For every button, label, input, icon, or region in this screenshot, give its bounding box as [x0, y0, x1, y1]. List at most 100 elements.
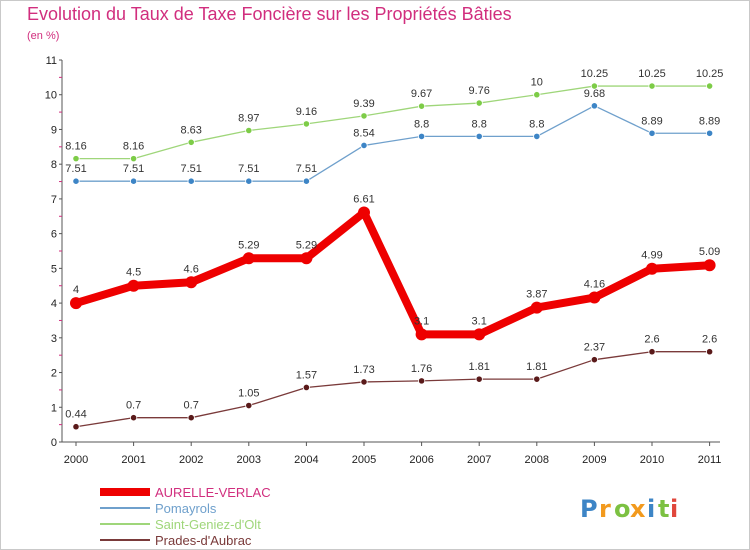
data-label: 8.16: [65, 141, 86, 153]
data-label: 0.44: [65, 409, 86, 421]
series-line-0: [72, 208, 714, 339]
data-point: [302, 120, 310, 128]
x-tick-label: 2003: [237, 454, 261, 466]
data-label: 8.16: [123, 141, 144, 153]
x-tick-label: 2009: [582, 454, 606, 466]
data-point: [130, 414, 138, 422]
y-tick-label: 6: [51, 229, 57, 241]
data-label: 4.5: [126, 267, 141, 279]
x-tick-label: 2007: [467, 454, 491, 466]
data-label: 4.16: [584, 279, 605, 291]
x-tick-label: 2006: [409, 454, 433, 466]
data-point: [533, 132, 541, 140]
data-point: [72, 423, 80, 431]
logo-letter: o: [614, 495, 631, 523]
logo-letter: i: [647, 495, 655, 523]
logo-letter: t: [658, 495, 669, 523]
data-point: [302, 383, 310, 392]
data-label: 1.76: [411, 363, 432, 375]
data-point: [185, 276, 198, 289]
data-point: [72, 155, 80, 163]
y-tick-label: 5: [51, 263, 57, 275]
data-point: [245, 401, 253, 410]
x-tick-label: 2008: [525, 454, 549, 466]
series-line-2: [75, 85, 711, 160]
data-point: [360, 378, 368, 386]
data-point: [187, 138, 195, 146]
data-point: [590, 102, 599, 110]
data-point: [417, 132, 426, 140]
data-label: 4.99: [641, 250, 662, 262]
x-tick-label: 2005: [352, 454, 376, 466]
data-label: 1.81: [526, 361, 547, 373]
series-line-1: [75, 105, 711, 182]
logo-letter: i: [670, 495, 678, 523]
data-label: 5.09: [699, 246, 720, 258]
data-label: 2.37: [584, 342, 605, 354]
data-label: 6.61: [353, 193, 374, 205]
data-point: [415, 328, 428, 341]
data-label: 8.8: [472, 118, 487, 130]
legend-label: AURELLE-VERLAC: [155, 485, 271, 500]
y-tick-label: 11: [46, 55, 57, 67]
data-label: 1.81: [468, 361, 489, 373]
y-tick-label: 10: [45, 90, 57, 102]
data-point: [533, 91, 541, 99]
logo-letter: P: [580, 495, 598, 523]
data-label: 10: [531, 77, 543, 89]
x-tick-label: 2004: [294, 454, 318, 466]
data-point: [646, 262, 658, 275]
data-point: [242, 252, 255, 265]
data-label: 3.87: [526, 289, 547, 301]
data-label: 4.6: [184, 263, 199, 275]
data-label: 8.63: [180, 124, 201, 136]
data-point: [648, 348, 656, 356]
data-label: 1.57: [296, 369, 317, 381]
legend-label: Prades-d'Aubrac: [155, 533, 252, 548]
data-point: [473, 328, 486, 341]
data-label: 7.51: [238, 163, 259, 175]
data-label: 8.97: [238, 112, 259, 124]
legend-label: Pomayrols: [155, 501, 217, 516]
data-point: [127, 279, 140, 292]
data-label: 8.8: [529, 118, 544, 130]
data-point: [72, 177, 80, 185]
data-label: 7.51: [296, 163, 317, 175]
data-point: [245, 177, 253, 185]
data-point: [475, 132, 483, 140]
data-label: 10.25: [638, 68, 666, 80]
legend-label: Saint-Geniez-d'Olt: [155, 517, 261, 532]
data-point: [187, 414, 195, 422]
data-label: 4: [73, 284, 79, 296]
data-label: 9.16: [296, 106, 317, 118]
data-label: 2.6: [644, 334, 659, 346]
data-point: [187, 177, 195, 185]
data-point: [705, 129, 714, 137]
data-point: [475, 99, 483, 107]
data-label: 8.8: [414, 118, 429, 130]
data-label: 7.51: [180, 163, 201, 175]
data-label: 1.73: [353, 364, 374, 376]
data-point: [588, 291, 601, 304]
y-tick-label: 3: [51, 333, 57, 345]
series-line-3: [75, 351, 711, 428]
data-label: 8.89: [699, 115, 720, 127]
x-tick-label: 2001: [121, 454, 145, 466]
data-point: [360, 112, 368, 120]
data-label: 0.7: [184, 400, 199, 412]
y-tick-label: 0: [51, 437, 57, 449]
logo-letter: r: [599, 495, 611, 523]
x-tick-label: 2010: [640, 454, 664, 466]
data-point: [130, 155, 138, 163]
data-label: 3.1: [472, 315, 487, 327]
data-point: [417, 377, 426, 385]
chart-title: Evolution du Taux de Taxe Foncière sur l…: [27, 4, 512, 24]
data-label: 7.51: [123, 163, 144, 175]
y-tick-label: 2: [51, 368, 57, 380]
y-tick-label: 8: [51, 159, 57, 171]
data-point: [70, 297, 82, 310]
data-point: [475, 375, 483, 383]
data-point: [358, 206, 370, 219]
data-point: [648, 82, 656, 90]
